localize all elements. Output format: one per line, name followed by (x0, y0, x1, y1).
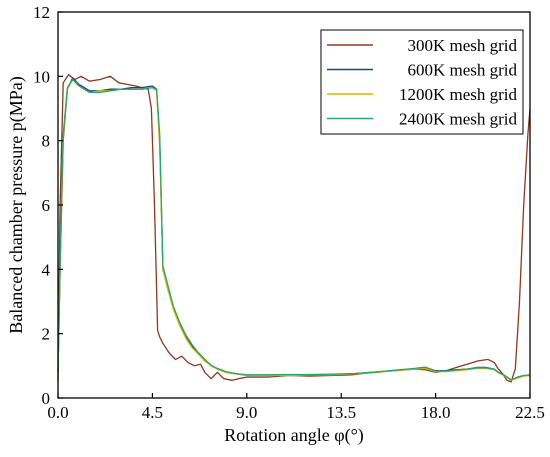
legend-box (320, 29, 524, 135)
legend-label: 1200K mesh grid (399, 85, 518, 104)
series-layer (57, 74, 531, 383)
x-tick-label: 0.0 (47, 403, 68, 422)
legend: 300K mesh grid 600K mesh grid 1200K mesh g… (320, 29, 524, 135)
y-tick-label: 8 (42, 132, 51, 151)
y-tick-label: 0 (42, 389, 51, 408)
x-tick-label: 9.0 (236, 403, 257, 422)
legend-label: 2400K mesh grid (399, 110, 518, 129)
legend-label: 300K mesh grid (407, 36, 517, 55)
series-line-4 (57, 78, 531, 381)
ticks-layer: 0.0 4.5 9.0 13.5 18.0 22.5 0 2 4 6 8 10 12 (33, 3, 545, 422)
y-axis-title: Balanced chamber pressure p(MPa) (6, 76, 27, 333)
y-tick-label: 2 (42, 325, 51, 344)
y-tick-label: 4 (42, 260, 51, 279)
series-line-1 (57, 74, 531, 383)
x-tick-label: 4.5 (142, 403, 163, 422)
x-tick-label: 18.0 (421, 403, 451, 422)
x-tick-label: 13.5 (326, 403, 356, 422)
y-tick-label: 10 (33, 67, 50, 86)
legend-label: 600K mesh grid (407, 61, 517, 80)
y-tick-label: 6 (42, 196, 51, 215)
x-tick-label: 22.5 (515, 403, 545, 422)
x-axis-title: Rotation angle φ(°) (224, 425, 364, 446)
y-tick-label: 12 (33, 3, 50, 22)
